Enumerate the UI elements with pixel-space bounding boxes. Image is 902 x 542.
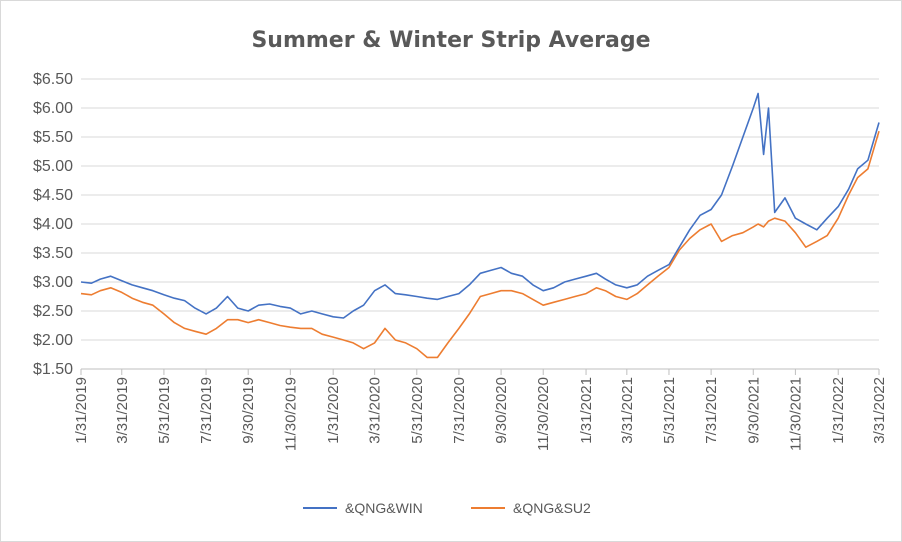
x-tick-label: 7/31/2019 <box>198 377 215 444</box>
x-tick-label: 5/31/2021 <box>661 377 678 444</box>
gridlines <box>81 78 879 341</box>
series-line-2 <box>80 130 880 359</box>
chart-title: Summer & Winter Strip Average <box>251 28 650 53</box>
x-axis-tick-labels: 1/31/2019 3/31/2019 5/31/2019 7/31/2019 9/30… <box>73 377 888 451</box>
x-tick-label: 3/31/2021 <box>619 377 636 444</box>
x-tick-label: 3/31/2019 <box>114 377 131 444</box>
x-tick-label: 5/31/2020 <box>409 377 426 444</box>
y-tick-label: $3.00 <box>33 274 73 291</box>
x-tick-label: 11/30/2019 <box>282 377 299 451</box>
x-tick-label: 1/31/2020 <box>325 377 342 444</box>
x-tick-label: 7/31/2021 <box>703 377 720 444</box>
x-tick-label: 1/31/2019 <box>73 377 90 444</box>
plot-area-series <box>80 92 880 359</box>
series-line-1 <box>80 92 880 319</box>
y-tick-label: $4.00 <box>33 216 73 233</box>
x-tick-label: 3/31/2022 <box>871 377 888 444</box>
legend: &QNG&WIN &QNG&SU2 <box>303 500 591 516</box>
x-axis <box>80 368 880 375</box>
y-tick-label: $3.50 <box>33 245 73 262</box>
y-tick-label: $5.50 <box>33 129 73 146</box>
x-tick-label: 11/30/2021 <box>787 377 804 451</box>
x-tick-label: 1/31/2021 <box>578 377 595 444</box>
y-tick-label: $1.50 <box>33 361 73 378</box>
x-tick-label: 3/31/2020 <box>367 377 384 444</box>
legend-label: &QNG&SU2 <box>513 500 591 516</box>
y-tick-label: $6.50 <box>33 71 73 88</box>
x-tick-label: 11/30/2020 <box>535 377 552 451</box>
x-tick-label: 7/31/2020 <box>451 377 468 444</box>
y-tick-label: $4.50 <box>33 187 73 204</box>
y-tick-label: $5.00 <box>33 158 73 175</box>
legend-label: &QNG&WIN <box>345 500 423 516</box>
y-tick-label: $2.00 <box>33 332 73 349</box>
x-tick-label: 1/31/2022 <box>830 377 847 444</box>
y-axis-tick-labels: $1.50 $2.00 $2.50 $3.00 $3.50 $4.00 $4.50 $5.00… <box>33 71 73 378</box>
y-tick-label: $6.00 <box>33 100 73 117</box>
y-tick-label: $2.50 <box>33 303 73 320</box>
x-tick-label: 9/30/2019 <box>240 377 257 444</box>
x-tick-label: 9/30/2020 <box>493 377 510 444</box>
x-tick-label: 5/31/2019 <box>156 377 173 444</box>
x-tick-label: 9/30/2021 <box>745 377 762 444</box>
